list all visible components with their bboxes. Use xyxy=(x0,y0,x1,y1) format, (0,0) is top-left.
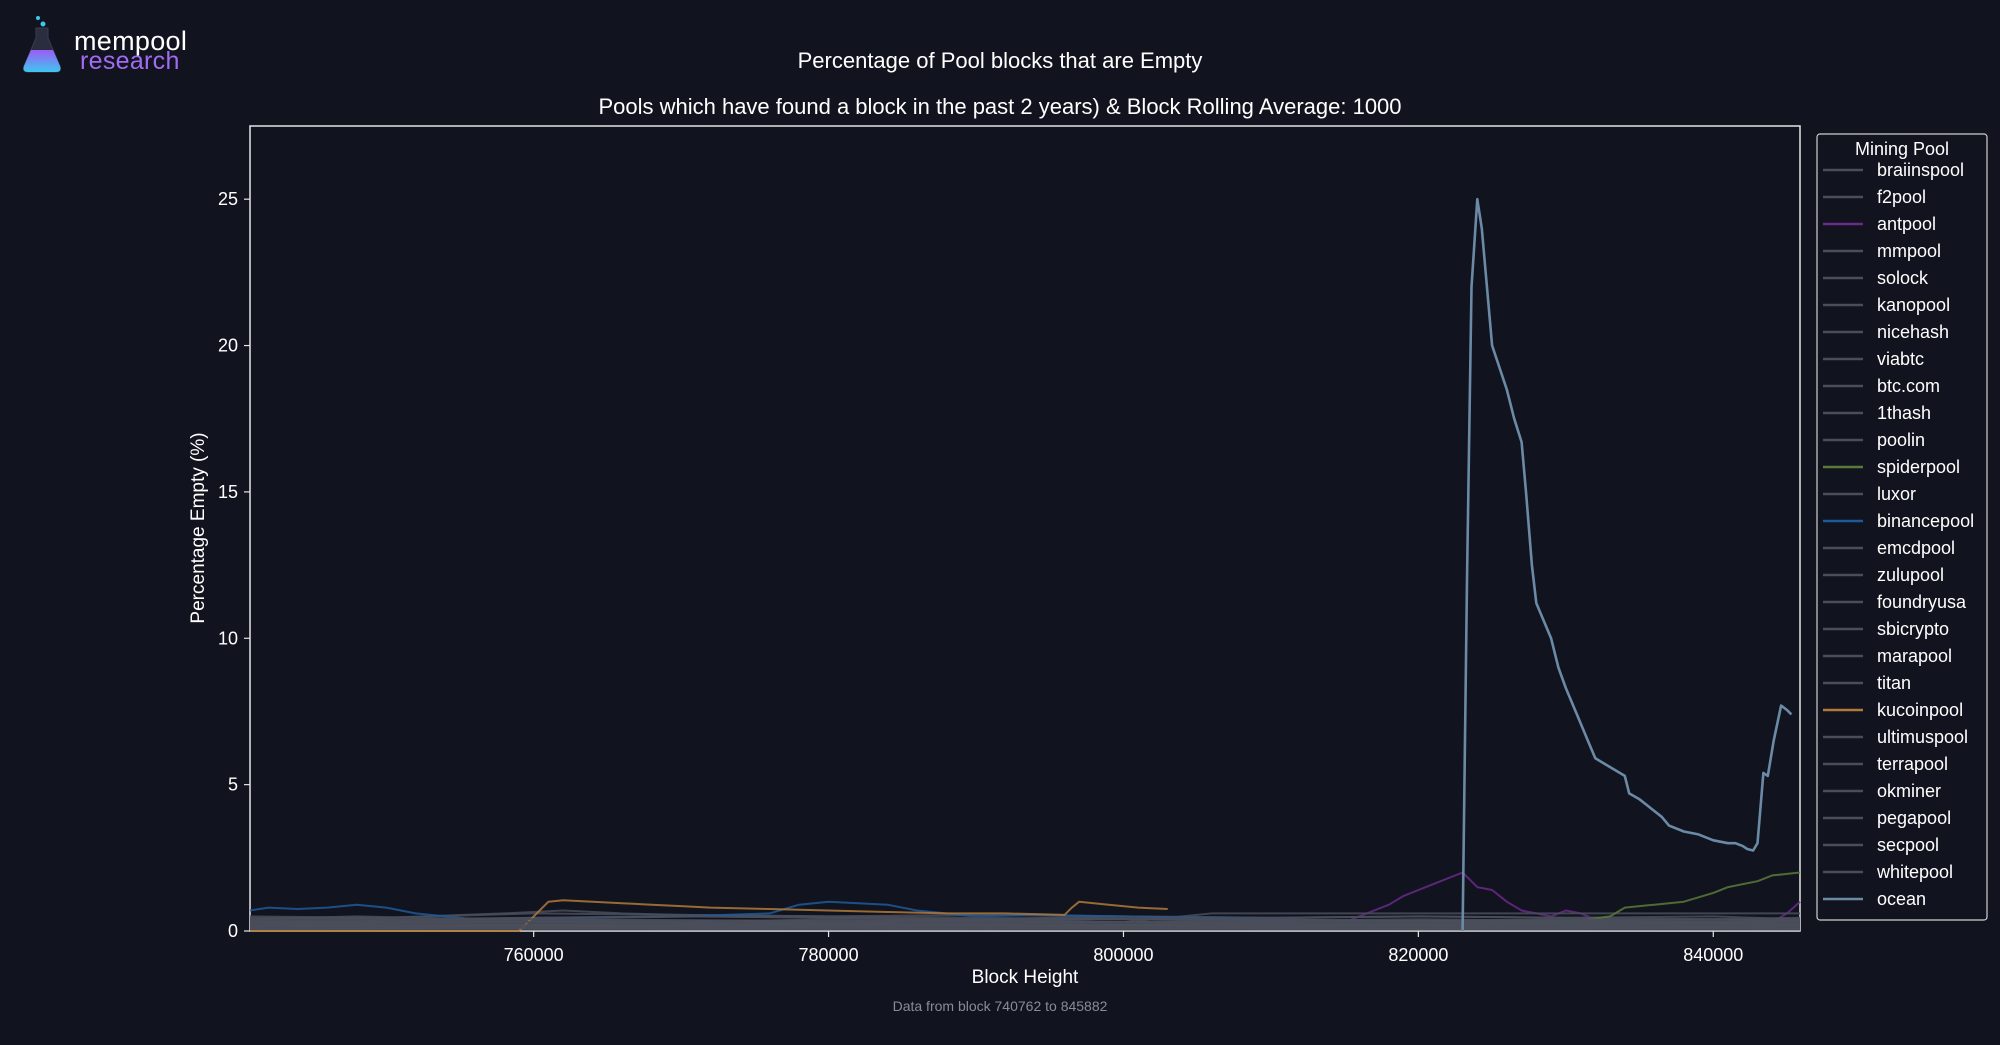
x-tick-label: 840000 xyxy=(1683,945,1743,965)
legend-label: f2pool xyxy=(1877,187,1926,207)
legend: Mining Pool braiinspool f2pool antpool mmpo… xyxy=(1816,133,1988,921)
legend-label: spiderpool xyxy=(1877,457,1960,477)
legend-label: zulupool xyxy=(1877,565,1944,585)
legend-label: solock xyxy=(1877,268,1929,288)
series-line-ocean xyxy=(1461,197,1793,932)
legend-label: titan xyxy=(1877,673,1911,693)
legend-label: luxor xyxy=(1877,484,1916,504)
legend-label: braiinspool xyxy=(1877,160,1964,180)
legend-label: terrapool xyxy=(1877,754,1948,774)
legend-label: poolin xyxy=(1877,430,1925,450)
legend-title: Mining Pool xyxy=(1855,139,1949,159)
logo-word-research: research xyxy=(80,47,180,75)
y-tick-label: 20 xyxy=(218,336,238,356)
legend-label: sbicrypto xyxy=(1877,619,1949,639)
y-axis-ticks: 0 5 10 15 20 25 xyxy=(218,189,250,941)
flask-icon xyxy=(23,16,61,73)
legend-label: mmpool xyxy=(1877,241,1941,261)
legend-label: emcdpool xyxy=(1877,538,1955,558)
x-axis-ticks: 760000 780000 800000 820000 840000 xyxy=(504,931,1743,965)
x-tick-label: 760000 xyxy=(504,945,564,965)
y-tick-label: 10 xyxy=(218,628,238,648)
logo: mempool research xyxy=(22,14,192,78)
y-axis-label: Percentage Empty (%) xyxy=(188,432,209,623)
legend-label: binancepool xyxy=(1877,511,1974,531)
x-axis-label: Block Height xyxy=(972,967,1079,988)
legend-label: ocean xyxy=(1877,889,1926,909)
chart-title: Percentage of Pool blocks that are Empty xyxy=(798,48,1203,73)
legend-label: nicehash xyxy=(1877,322,1949,342)
legend-label: ultimuspool xyxy=(1877,727,1968,747)
legend-label: kucoinpool xyxy=(1877,700,1963,720)
legend-label: 1thash xyxy=(1877,403,1931,423)
chart-subtitle: Pools which have found a block in the pa… xyxy=(598,94,1401,119)
series-line-okminer xyxy=(249,918,1801,922)
legend-frame xyxy=(1816,133,1988,921)
y-tick-label: 5 xyxy=(228,775,238,795)
legend-label: pegapool xyxy=(1877,808,1951,828)
legend-label: antpool xyxy=(1877,214,1936,234)
legend-label: secpool xyxy=(1877,835,1939,855)
y-tick-label: 25 xyxy=(218,189,238,209)
logo-word-mempool: mempool xyxy=(74,26,188,56)
series-layer xyxy=(249,197,1801,932)
legend-label: kanopool xyxy=(1877,295,1950,315)
series-line-kucoinpool xyxy=(250,899,1168,932)
y-tick-label: 0 xyxy=(228,921,238,941)
footnote: Data from block 740762 to 845882 xyxy=(893,998,1108,1014)
y-tick-label: 15 xyxy=(218,482,238,502)
legend-label: marapool xyxy=(1877,646,1952,666)
x-tick-label: 820000 xyxy=(1388,945,1448,965)
legend-label: foundryusa xyxy=(1877,592,1967,612)
series-line-pegapool xyxy=(250,922,1801,927)
legend-label: okminer xyxy=(1877,781,1941,801)
x-tick-label: 780000 xyxy=(799,945,859,965)
plot-frame xyxy=(249,125,1801,932)
x-tick-label: 800000 xyxy=(1093,945,1153,965)
legend-label: whitepool xyxy=(1876,862,1953,882)
legend-label: btc.com xyxy=(1877,376,1940,396)
legend-items: braiinspool f2pool antpool mmpool solock kano… xyxy=(1823,160,1974,909)
legend-label: viabtc xyxy=(1877,349,1924,369)
